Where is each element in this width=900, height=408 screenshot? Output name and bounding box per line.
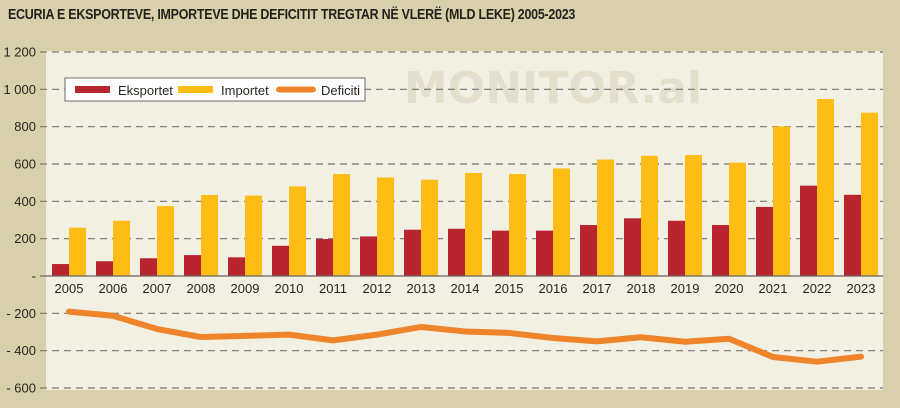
bar-eksportet [492,230,509,276]
bar-importet [465,172,482,276]
bar-eksportet [52,264,69,276]
bar-importet [333,174,350,276]
x-tick-label: 2022 [803,281,832,296]
legend-label-eksportet: Eksportet [118,83,173,98]
x-tick-label: 2019 [671,281,700,296]
bar-eksportet [536,230,553,276]
x-tick-label: 2018 [627,281,656,296]
legend-label-deficiti: Deficiti [321,83,360,98]
x-tick-label: 2011 [319,281,347,296]
legend: Eksportet Importet Deficiti [64,77,366,102]
y-tick-label: - 200 [6,306,36,321]
bar-importet [377,177,394,276]
bar-eksportet [712,225,729,276]
legend-box [64,77,366,102]
x-tick-label: 2021 [759,281,788,296]
y-tick-label: - 600 [6,381,36,396]
bar-eksportet [316,239,333,276]
bar-importet [245,195,262,276]
bar-eksportet [624,218,641,276]
watermark: MONITOR.al [404,63,702,114]
bar-eksportet [360,236,377,276]
bar-eksportet [272,245,289,276]
x-tick-label: 2007 [143,281,172,296]
y-tick-label: - [32,269,36,284]
bar-eksportet [448,228,465,276]
x-tick-label: 2023 [847,281,876,296]
bar-importet [157,206,174,276]
x-tick-label: 2010 [275,281,304,296]
bar-importet [421,179,438,276]
bar-eksportet [844,194,861,276]
x-axis: 2005 2006 2007 2008 2009 2010 2011 2012 2013 2014… [55,281,876,296]
bar-importet [861,112,878,277]
x-tick-label: 2016 [539,281,568,296]
y-tick-label: 200 [14,231,36,246]
legend-swatch-eksportet [75,86,110,93]
x-tick-label: 2008 [187,281,216,296]
bar-eksportet [668,220,685,276]
x-tick-label: 2015 [495,281,524,296]
bar-eksportet [184,255,201,276]
y-tick-label: 400 [14,194,36,209]
legend-swatch-importet [178,86,213,93]
bar-importet [729,162,746,276]
bar-eksportet [140,258,157,276]
x-tick-label: 2005 [55,281,84,296]
bar-importet [113,220,130,276]
x-tick-label: 2020 [715,281,744,296]
bar-eksportet [580,225,597,276]
y-tick-label: 800 [14,119,36,134]
x-tick-label: 2009 [231,281,260,296]
bar-importet [773,126,790,276]
bars [52,99,878,277]
x-tick-label: 2014 [451,281,480,296]
y-tick-label: 600 [14,157,36,172]
y-axis: 1 200 1 000 800 600 400 200 - - 200 - 400 - 600 [3,45,36,396]
y-tick-label: 1 000 [3,82,36,97]
bar-importet [641,155,658,276]
x-tick-label: 2012 [363,281,392,296]
bar-eksportet [756,206,773,276]
x-tick-label: 2013 [407,281,436,296]
legend-label-importet: Importet [221,83,269,98]
bar-eksportet [96,261,113,276]
bar-importet [553,168,570,276]
chart-title: ECURIA E EKSPORTEVE, IMPORTEVE DHE DEFIC… [8,7,576,23]
bar-importet [201,194,218,276]
y-tick-label: - 400 [6,343,36,358]
x-tick-label: 2006 [99,281,128,296]
bar-importet [685,155,702,276]
bar-importet [597,159,614,276]
x-tick-label: 2017 [583,281,612,296]
bar-importet [509,174,526,276]
deficit-line-group [66,308,864,365]
bar-importet [289,186,306,276]
y-tick-label: 1 200 [3,45,36,60]
bar-eksportet [404,229,421,276]
bar-importet [69,227,86,276]
bar-eksportet [228,257,245,276]
bar-importet [817,99,834,276]
bar-eksportet [800,185,817,276]
